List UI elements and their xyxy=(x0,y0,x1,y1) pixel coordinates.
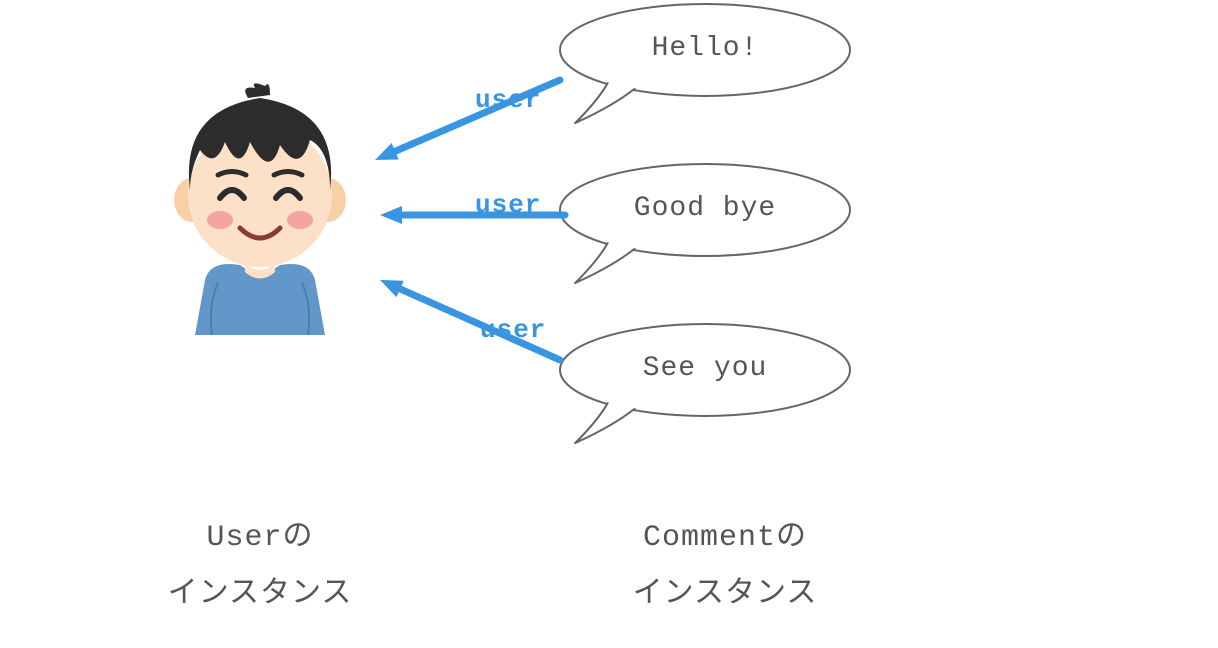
arrow-label-2: user xyxy=(480,315,546,345)
avatar-hair-tuft xyxy=(245,83,270,98)
speech-bubble-1: Good bye xyxy=(560,160,850,270)
user-avatar xyxy=(170,80,350,340)
caption-user: Userの インスタンス xyxy=(135,510,385,624)
bubble-text-2: See you xyxy=(643,353,768,398)
arrow-label-1: user xyxy=(475,190,541,220)
bubble-text-0: Hello! xyxy=(652,33,759,78)
diagram-stage: Hello! Good bye See you user user user Userの… xyxy=(0,0,1218,648)
bubble-text-1: Good bye xyxy=(634,193,776,238)
speech-bubble-2: See you xyxy=(560,320,850,430)
arrow-label-0: user xyxy=(475,85,541,115)
arrow-head-2 xyxy=(380,280,404,297)
caption-comment: Commentの インスタンス xyxy=(570,510,880,624)
speech-bubble-0: Hello! xyxy=(560,0,850,110)
caption-comment-line1: Commentの xyxy=(643,521,807,555)
arrow-head-0 xyxy=(375,143,399,160)
avatar-blush-right xyxy=(287,211,313,229)
caption-comment-line2: インスタンス xyxy=(633,578,818,612)
avatar-blush-left xyxy=(207,211,233,229)
caption-user-line2: インスタンス xyxy=(168,578,353,612)
arrow-head-1 xyxy=(380,206,402,224)
caption-user-line1: Userの xyxy=(206,521,313,555)
